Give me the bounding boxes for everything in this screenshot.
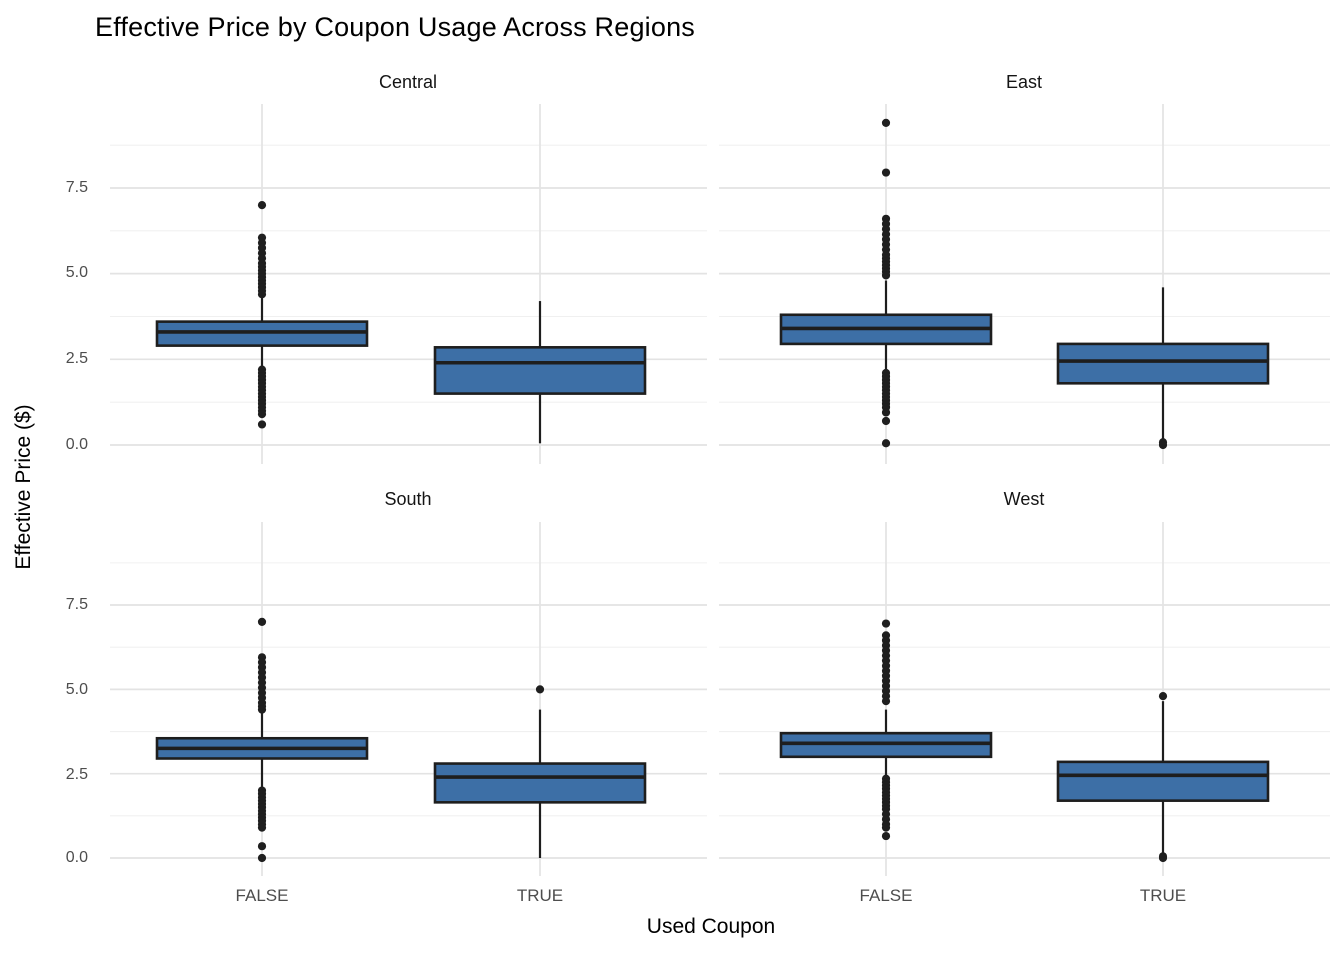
- y-tick-label: 7.5: [65, 179, 88, 196]
- outlier-point: [881, 271, 891, 280]
- facet-label-east: East: [1005, 72, 1043, 92]
- outlier-point: [257, 617, 267, 626]
- box-central-true: [433, 346, 647, 395]
- outlier-point: [881, 823, 891, 832]
- outlier-point: [881, 697, 891, 706]
- x-tick-label-true: TRUE: [516, 886, 564, 905]
- outlier-point: [881, 831, 891, 841]
- y-tick-label: 0.0: [65, 849, 88, 866]
- y-tick-label: 2.5: [65, 766, 88, 783]
- facet-label-central: Central: [378, 72, 438, 92]
- y-tick-label: 2.5: [65, 350, 88, 367]
- outlier-point: [257, 842, 267, 851]
- outlier-point: [1158, 853, 1168, 863]
- y-tick-label: 5.0: [65, 681, 88, 698]
- outlier-point: [881, 439, 891, 448]
- outlier-point: [257, 705, 267, 714]
- y-tick-label: 5.0: [65, 264, 88, 281]
- facet-label-south: South: [384, 489, 432, 509]
- box-west-true: [1056, 760, 1270, 802]
- x-tick-label-true: TRUE: [1139, 886, 1187, 905]
- facet-label-west: West: [1003, 489, 1045, 509]
- outlier-point: [257, 290, 267, 299]
- outlier-point: [1158, 440, 1168, 450]
- outlier-point: [881, 416, 891, 426]
- chart-title: Effective Price by Coupon Usage Across R…: [95, 12, 696, 42]
- outlier-point: [257, 823, 267, 832]
- x-tick-label-false: FALSE: [859, 886, 913, 905]
- outlier-point: [257, 420, 267, 429]
- y-tick-label: 0.0: [65, 436, 88, 453]
- y-tick-label: 7.5: [65, 596, 88, 613]
- outlier-point: [257, 201, 267, 210]
- box-east-true: [1056, 342, 1270, 385]
- outlier-point: [535, 685, 545, 694]
- outlier-point: [257, 853, 267, 863]
- outlier-point: [257, 410, 267, 419]
- outlier-point: [881, 118, 891, 127]
- x-axis-title: Used Coupon: [646, 915, 776, 938]
- box-south-true: [433, 762, 647, 804]
- x-tick-label-false: FALSE: [235, 886, 289, 905]
- outlier-point: [881, 168, 891, 177]
- y-axis-title: Effective Price ($): [12, 404, 35, 570]
- outlier-point: [881, 408, 891, 417]
- outlier-point: [1158, 691, 1168, 701]
- outlier-point: [881, 619, 891, 628]
